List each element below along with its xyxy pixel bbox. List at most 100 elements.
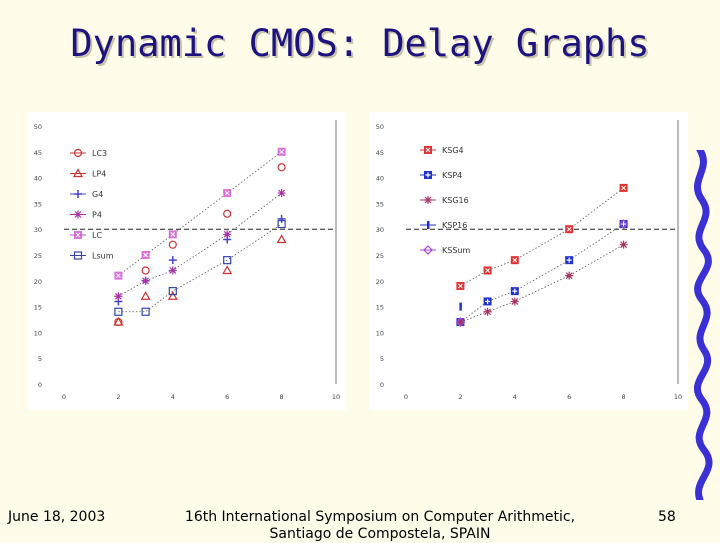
svg1-y-tick-label: 40 <box>34 175 42 183</box>
svg1-y-tick-label: 25 <box>34 252 42 260</box>
svg1-point-lsum <box>168 287 177 296</box>
svg2-point-ksg16 <box>619 240 628 249</box>
svg2-legend-label-kssum: KSSum <box>442 246 470 255</box>
slide-title: Dynamic CMOS: Delay Graphs <box>70 22 650 65</box>
svg1-x-tick-label: 4 <box>171 393 175 401</box>
decorative-squiggle <box>693 150 713 500</box>
svg1-trend-lsum <box>118 223 282 313</box>
svg2-point-ksp4 <box>619 220 628 229</box>
svg2-point-ksg16-shape <box>510 297 519 306</box>
svg2-point-ksg16-shape <box>483 307 492 316</box>
svg1-point-lc <box>168 230 177 239</box>
svg1-legend-marker-lc-glyph <box>75 232 81 238</box>
svg2-point-ksp4 <box>565 256 574 265</box>
svg1-x-tick-label: 8 <box>280 393 284 401</box>
svg2-x-tick-label: 0 <box>404 393 408 401</box>
svg1-y-tick-label: 15 <box>34 304 42 312</box>
svg2-point-ksg4-glyph <box>566 226 572 232</box>
svg2-point-ksg4 <box>619 183 628 192</box>
svg2-legend-label-ksg16: KSG16 <box>442 196 469 205</box>
svg1-point-lsum <box>114 307 123 316</box>
svg1-legend-marker-p4 <box>74 210 82 219</box>
svg1-point-p4-shape <box>168 266 177 275</box>
svg1-legend-marker-lc3-shape <box>73 148 83 158</box>
svg1-point-lc-glyph <box>279 149 284 155</box>
svg2-point-ksg4-glyph <box>485 268 490 273</box>
svg1-point-lp4 <box>222 265 233 275</box>
svg1-legend-label-lc: LC <box>92 231 102 240</box>
svg2-x-tick-label: 10 <box>674 393 682 401</box>
svg1-point-lsum <box>223 256 232 265</box>
svg1-y-tick-label: 30 <box>34 226 42 234</box>
svg1-x-tick-label: 6 <box>225 393 229 401</box>
svg1-legend-label-lsum: Lsum <box>92 252 114 261</box>
svg1-point-p4 <box>141 276 150 285</box>
svg2-point-ksg16 <box>483 307 492 316</box>
svg1-point-lp4 <box>276 234 287 244</box>
svg1-y-tick-label: 50 <box>34 123 42 131</box>
svg2-point-ksg16-shape <box>456 318 465 327</box>
svg2-point-ksg4-glyph <box>621 185 626 191</box>
svg1-y-tick-label: 45 <box>34 149 42 157</box>
svg1-point-lc3 <box>141 266 150 275</box>
svg2-point-ksp4 <box>510 287 519 296</box>
svg1-point-lc-glyph <box>170 232 176 237</box>
svg2-point-kssum <box>618 219 629 229</box>
svg2-point-ksg4-glyph <box>512 257 518 263</box>
svg2-point-ksg4 <box>456 281 465 290</box>
svg1-point-lsum-shape <box>141 307 150 316</box>
footer-conference-line2: Santiago de Compostela, SPAIN <box>269 526 491 542</box>
svg1-point-p4 <box>168 266 177 275</box>
svg2-point-kssum <box>455 317 466 327</box>
svg1-point-lc3-shape <box>277 163 286 172</box>
svg2-y-tick-label: 0 <box>380 381 384 389</box>
svg2-y-tick-label: 40 <box>376 175 384 183</box>
svg1-point-g4 <box>277 214 286 223</box>
svg1-point-p4 <box>223 230 232 239</box>
svg1-point-lp4-shape <box>222 265 233 275</box>
svg2-point-ksg4 <box>483 266 492 275</box>
svg1-legend-marker-lp4 <box>72 168 84 178</box>
svg1-point-lp4 <box>140 291 151 300</box>
svg2-point-ksp4 <box>483 297 492 306</box>
svg1-legend-label-p4: P4 <box>92 211 102 220</box>
svg1-y-tick-label: 5 <box>38 355 42 363</box>
svg2-x-tick-label: 6 <box>567 393 571 401</box>
svg2-point-ksp4-glyph <box>566 257 572 263</box>
svg2-point-kssum-shape <box>618 219 629 229</box>
svg1-point-p4 <box>114 292 123 301</box>
svg1-point-lc3 <box>223 209 232 218</box>
svg1-point-p4-shape <box>141 276 150 285</box>
svg2-y-tick-label: 20 <box>376 278 384 286</box>
svg2-point-ksg16 <box>510 297 519 306</box>
svg2-y-tick-label: 35 <box>376 200 384 208</box>
svg1-legend-marker-lsum-shape <box>73 251 83 260</box>
svg1-point-lc <box>114 271 123 280</box>
svg1-point-lp4-shape <box>167 291 178 300</box>
svg2-point-ksp16 <box>459 302 462 311</box>
svg1-point-lc3 <box>168 240 177 249</box>
svg1-point-lc-glyph <box>116 273 121 278</box>
svg2-legend-marker-ksp16 <box>427 221 430 229</box>
svg1-point-p4-shape <box>114 292 123 301</box>
svg2-legend-label-ksp4: KSP4 <box>442 171 462 180</box>
svg1-legend-label-lc3: LC3 <box>92 149 107 158</box>
svg1-point-lc3-shape <box>223 209 232 218</box>
svg2-point-ksg4 <box>510 256 519 265</box>
svg1-point-lp4 <box>113 316 124 326</box>
svg1-y-tick-label: 0 <box>38 381 42 389</box>
svg1-y-tick-label: 20 <box>34 278 42 286</box>
svg1-legend-marker-g4 <box>74 190 82 198</box>
footer-conference: 16th International Symposium on Computer… <box>160 509 600 543</box>
svg1-point-g4-shape <box>277 214 286 223</box>
svg1-point-g4-shape <box>168 256 177 265</box>
svg2-x-tick-label: 2 <box>458 393 462 401</box>
svg1-point-p4-shape <box>277 189 286 198</box>
svg1-point-lsum <box>141 307 150 316</box>
footer-conference-line1: 16th International Symposium on Computer… <box>184 509 576 525</box>
svg2-point-ksp16-shape <box>459 302 462 311</box>
svg1-legend-marker-g4-shape <box>74 190 82 198</box>
svg1-point-g4 <box>168 256 177 265</box>
svg1-x-tick-label: 0 <box>62 393 66 401</box>
svg2-y-tick-label: 50 <box>376 123 384 131</box>
